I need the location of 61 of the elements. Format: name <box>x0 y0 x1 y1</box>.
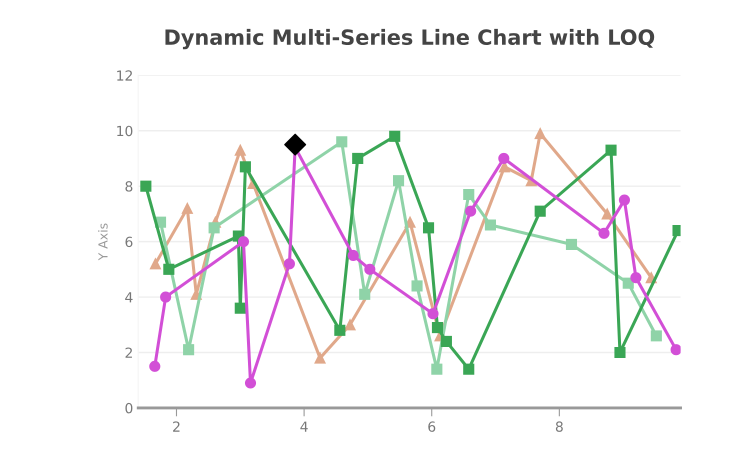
point <box>334 324 346 336</box>
chart-title: Dynamic Multi-Series Line Chart with LOQ <box>165 28 654 50</box>
point <box>650 330 662 342</box>
x-tick-label: 2 <box>173 421 180 432</box>
point <box>344 319 356 330</box>
point <box>618 194 630 206</box>
point <box>602 208 613 220</box>
point <box>622 278 634 289</box>
point <box>440 336 452 347</box>
point <box>411 280 423 292</box>
point <box>314 352 326 364</box>
point <box>389 130 400 142</box>
y-tick-label: 4 <box>125 292 133 302</box>
point <box>484 219 496 231</box>
point <box>284 134 306 156</box>
x-tick-label: 8 <box>556 421 563 432</box>
point <box>140 180 152 192</box>
point <box>348 250 359 262</box>
point <box>534 128 546 140</box>
y-axis-title: Y Axis <box>98 223 108 260</box>
point <box>163 264 174 275</box>
point <box>465 206 476 217</box>
y-tick-label: 2 <box>126 347 132 358</box>
point <box>238 236 250 248</box>
y-tick-label: 12 <box>117 70 132 81</box>
point <box>234 144 246 156</box>
point <box>160 292 172 303</box>
point <box>463 364 474 375</box>
point <box>352 152 364 164</box>
point <box>422 222 434 234</box>
point <box>240 161 251 172</box>
point <box>150 258 161 270</box>
point <box>427 308 439 320</box>
point <box>630 272 642 284</box>
point <box>234 302 246 314</box>
point <box>208 222 220 234</box>
point <box>392 175 404 186</box>
x-tick-label: 4 <box>300 422 308 432</box>
point <box>284 258 295 270</box>
point <box>498 152 510 164</box>
y-tick-label: 0 <box>125 402 132 414</box>
point <box>432 322 444 334</box>
point <box>182 202 193 214</box>
point <box>244 377 256 389</box>
point <box>534 206 546 217</box>
point <box>605 144 617 156</box>
point <box>336 136 348 148</box>
y-tick-label: 10 <box>117 126 132 136</box>
point <box>598 228 610 239</box>
point <box>566 238 578 250</box>
point <box>359 288 370 300</box>
point <box>670 344 681 356</box>
point <box>364 264 376 275</box>
point <box>431 364 442 375</box>
point <box>463 188 474 200</box>
point <box>183 344 194 356</box>
y-tick-label: 6 <box>125 236 132 248</box>
x-tick-label: 6 <box>428 421 436 432</box>
point <box>149 360 160 372</box>
y-tick-label: 8 <box>125 181 132 192</box>
point <box>614 346 626 358</box>
